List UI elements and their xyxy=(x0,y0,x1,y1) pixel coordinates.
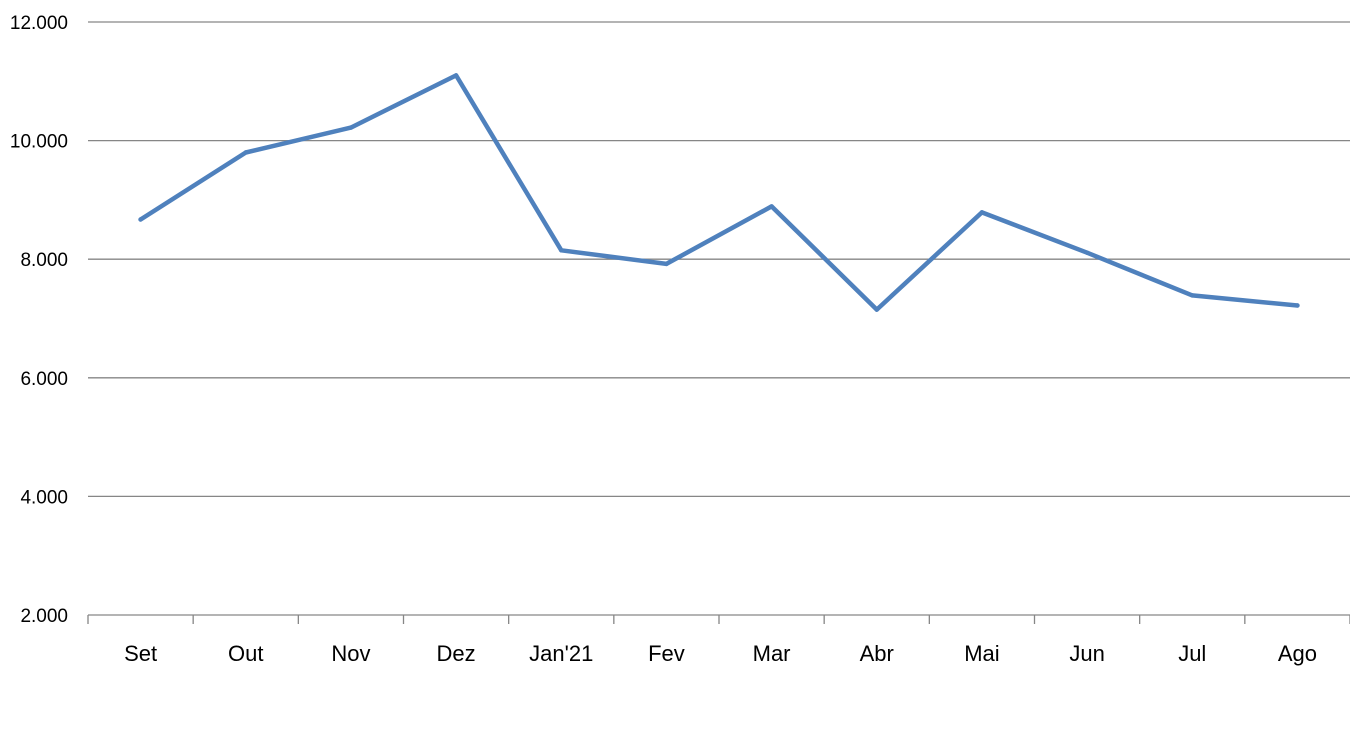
y-tick-label: 2.000 xyxy=(20,606,68,627)
data-point xyxy=(348,125,354,130)
x-tick-label: Set xyxy=(124,641,157,666)
data-point xyxy=(1190,293,1195,298)
x-tick-label: Fev xyxy=(648,641,685,666)
x-tick-label: Jun xyxy=(1069,641,1104,666)
x-tick-label: Ago xyxy=(1278,641,1317,666)
data-point xyxy=(874,307,879,312)
y-tick-label: 8.000 xyxy=(20,250,68,271)
x-tick-label: Mar xyxy=(753,641,791,666)
y-tick-label: 4.000 xyxy=(20,487,68,508)
data-point xyxy=(138,217,143,222)
series-group xyxy=(138,73,1300,312)
data-point xyxy=(559,248,564,253)
series-line-0 xyxy=(138,73,1300,312)
x-tick-label: Out xyxy=(228,641,263,666)
x-tick-label: Nov xyxy=(331,641,370,666)
x-tick-label: Dez xyxy=(437,641,476,666)
data-point xyxy=(664,261,669,267)
x-axis: Set Out Nov Dez Jan'21 Fev Mar Abr Mai Jun Jul Ago xyxy=(87,614,1350,666)
data-point xyxy=(453,73,459,78)
x-tick-label: Mai xyxy=(964,641,999,666)
x-tick-label: Abr xyxy=(860,641,894,666)
x-tick-label: Jul xyxy=(1178,641,1206,666)
gridlines xyxy=(88,21,1350,498)
y-axis: 2.000 4.000 6.000 8.000 10.000 12.000 xyxy=(10,13,68,627)
data-point xyxy=(1084,250,1090,255)
data-point xyxy=(243,150,248,155)
data-point xyxy=(769,204,774,209)
y-tick-label: 10.000 xyxy=(10,132,68,153)
y-tick-label: 6.000 xyxy=(20,369,68,390)
x-tick-label: Jan'21 xyxy=(529,641,593,666)
data-point xyxy=(979,210,985,215)
data-point xyxy=(1295,303,1300,308)
y-tick-label: 12.000 xyxy=(10,13,68,34)
